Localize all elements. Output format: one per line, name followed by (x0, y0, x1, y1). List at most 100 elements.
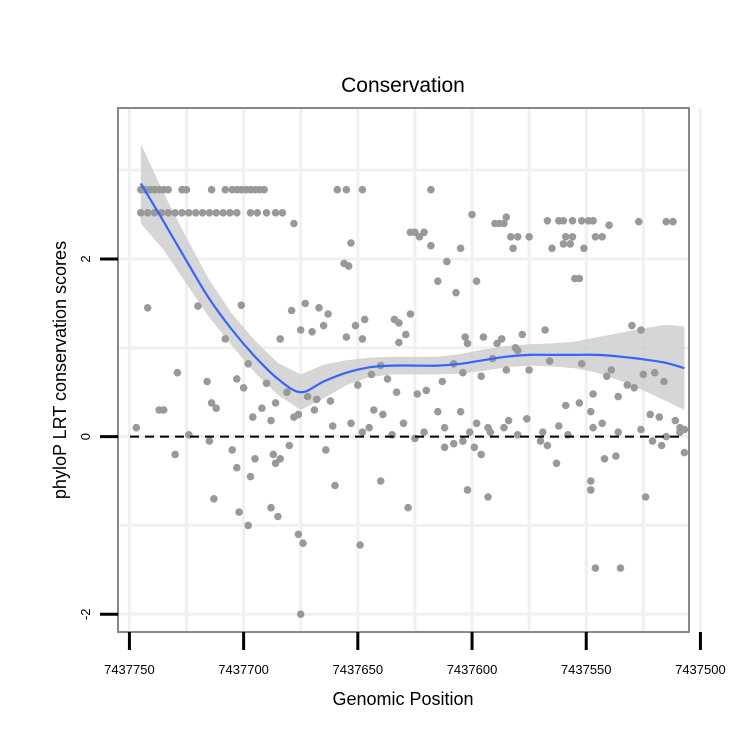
data-point (296, 326, 305, 334)
data-point (555, 422, 563, 430)
y-axis-label: phyloP LRT conservation scores (50, 241, 70, 499)
data-point (518, 330, 527, 339)
data-point (589, 423, 597, 432)
data-point (402, 330, 410, 339)
data-point (203, 377, 211, 386)
data-point (470, 443, 479, 452)
data-point (461, 333, 470, 341)
data-point (472, 419, 481, 428)
x-axis-label: Genomic Position (332, 689, 473, 709)
data-point (283, 388, 291, 397)
data-point (502, 366, 511, 374)
data-point (600, 455, 609, 463)
data-point (479, 333, 488, 341)
data-point (639, 370, 648, 379)
data-point (500, 423, 508, 432)
data-point (290, 219, 298, 228)
data-point (509, 244, 517, 253)
data-point (137, 209, 145, 217)
data-point (646, 410, 654, 419)
data-point (413, 390, 422, 398)
data-point (276, 455, 285, 463)
data-point (655, 413, 664, 421)
data-point (344, 262, 353, 270)
data-point (367, 370, 376, 379)
data-point (221, 335, 230, 343)
data-point (262, 209, 271, 217)
data-point (212, 209, 220, 217)
data-point (465, 428, 474, 437)
data-point (155, 406, 163, 414)
data-point (269, 450, 278, 459)
data-point (296, 610, 305, 618)
data-point (322, 446, 330, 454)
data-point (244, 521, 252, 530)
data-point (539, 428, 547, 437)
data-point (191, 209, 200, 217)
chart-title: Conservation (341, 74, 465, 97)
data-point (580, 244, 588, 253)
data-point (271, 209, 280, 217)
x-tick-label: 7437550 (561, 662, 612, 677)
data-point (342, 185, 351, 194)
data-point (271, 399, 280, 407)
data-point (513, 431, 522, 439)
data-point (566, 240, 574, 248)
data-point (303, 392, 312, 401)
data-point (312, 395, 321, 404)
data-point (233, 209, 241, 217)
data-point (239, 384, 248, 392)
x-tick-label: 7437500 (675, 662, 726, 677)
data-point (598, 233, 606, 241)
data-point (463, 486, 472, 494)
data-point (331, 481, 339, 490)
data-point (246, 472, 255, 481)
data-point (449, 439, 458, 448)
data-point (210, 495, 218, 503)
x-axis-ticks: 7437750 7437700 7437650 7437600 7437550 74375… (104, 632, 726, 677)
data-point (194, 302, 202, 310)
data-point (392, 388, 401, 397)
data-point (587, 477, 595, 485)
data-point (568, 233, 577, 241)
data-point (228, 446, 236, 454)
data-point (360, 315, 369, 324)
data-point (198, 209, 207, 217)
data-point (587, 486, 595, 494)
data-point (415, 233, 424, 241)
data-point (486, 428, 495, 437)
data-point (221, 185, 230, 194)
data-point (267, 503, 275, 512)
data-point (500, 219, 508, 228)
data-point (383, 375, 392, 383)
data-point (185, 209, 193, 217)
data-point (477, 450, 486, 459)
data-point (605, 221, 613, 229)
y-tick-label: 2 (78, 255, 93, 262)
data-point (267, 416, 275, 425)
data-point (354, 381, 362, 389)
data-point (603, 372, 611, 381)
data-point (587, 407, 595, 416)
data-point (251, 455, 259, 463)
data-point (342, 333, 351, 341)
data-point (182, 185, 191, 194)
data-point (205, 437, 214, 445)
data-point (459, 368, 467, 377)
data-point (523, 415, 531, 423)
data-point (427, 185, 435, 194)
data-point (452, 288, 460, 297)
data-point (143, 209, 152, 217)
data-point (502, 213, 511, 221)
data-point (662, 217, 670, 226)
data-point (612, 452, 620, 460)
data-point (559, 217, 568, 225)
data-point (680, 448, 689, 457)
data-point (237, 301, 246, 310)
data-point (310, 406, 319, 414)
data-point (575, 399, 584, 407)
data-point (308, 328, 316, 336)
data-point (404, 503, 412, 512)
data-point (468, 210, 476, 219)
data-point (233, 463, 241, 472)
